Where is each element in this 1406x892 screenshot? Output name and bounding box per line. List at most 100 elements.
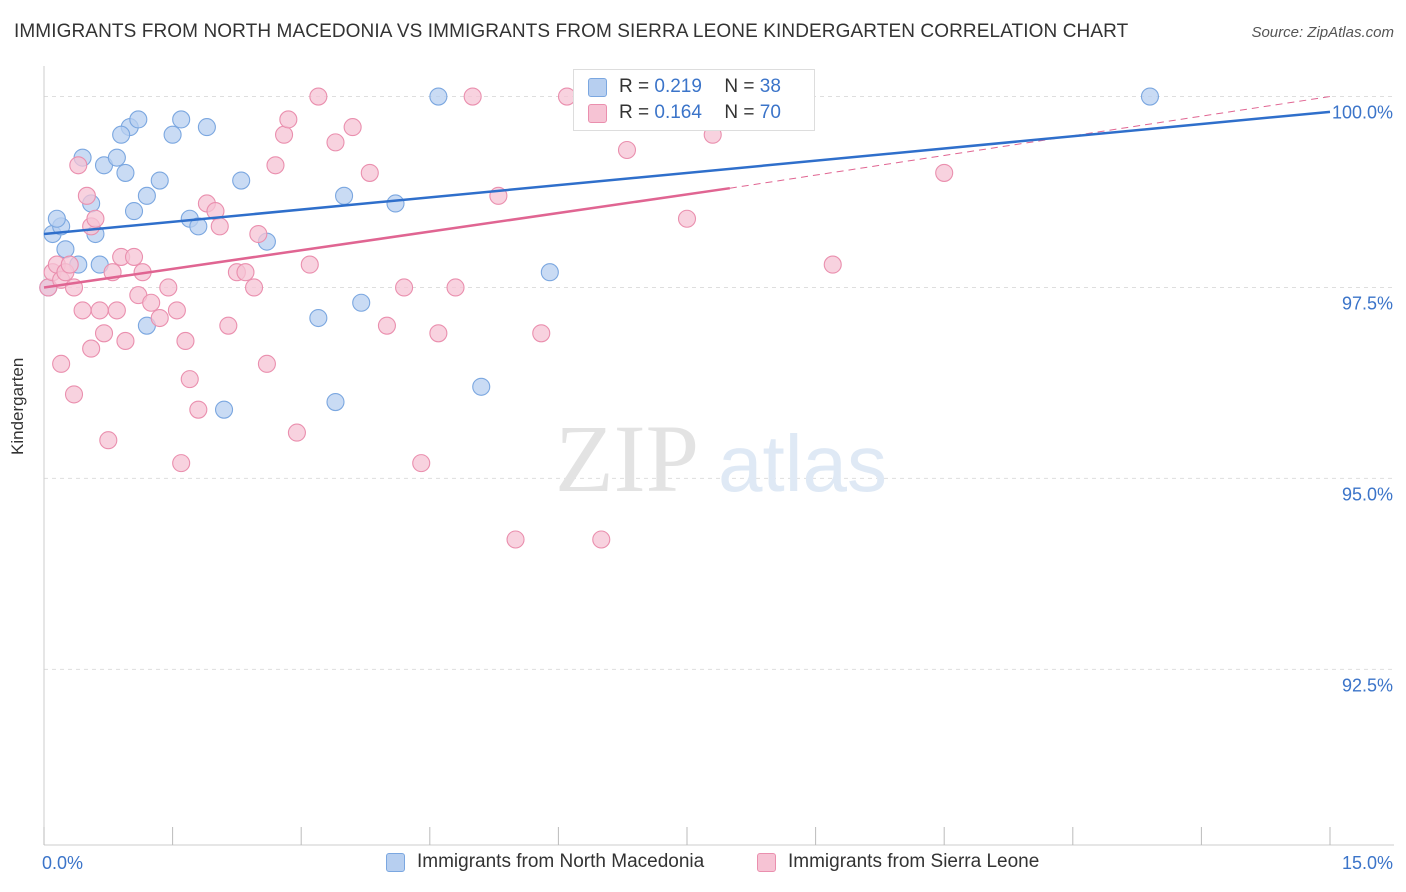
point-sierra-leone (176, 331, 195, 350)
point-sierra-leone (167, 301, 186, 320)
legend-label-north-macedonia: Immigrants from North Macedonia (417, 851, 705, 872)
point-sierra-leone (52, 354, 71, 373)
point-sierra-leone (360, 163, 379, 182)
point-sierra-leone (189, 400, 208, 419)
stats-row-north-macedonia: R = 0.219 N = 38 (588, 75, 781, 99)
series-legend: Immigrants from North Macedonia Immigran… (0, 851, 1406, 877)
point-north-macedonia (137, 186, 156, 205)
point-north-macedonia (163, 125, 182, 144)
point-north-macedonia (197, 118, 216, 137)
point-sierra-leone (86, 209, 105, 228)
point-sierra-leone (236, 263, 255, 282)
r-label: R = (619, 102, 650, 123)
point-sierra-leone (446, 278, 465, 297)
point-sierra-leone (99, 431, 118, 450)
point-north-macedonia (189, 217, 208, 236)
point-sierra-leone (395, 278, 414, 297)
y-tick-label: 100.0% (1332, 103, 1393, 123)
point-north-macedonia (429, 87, 448, 106)
point-sierra-leone (287, 423, 306, 442)
point-sierra-leone (60, 255, 79, 274)
stats-row-sierra-leone: R = 0.164 N = 70 (588, 101, 781, 125)
legend-swatch-pink (757, 852, 776, 872)
r-label: R = (619, 76, 650, 97)
x-tick-label-min: 0.0% (42, 853, 84, 873)
point-sierra-leone (124, 247, 144, 266)
point-sierra-leone (172, 454, 191, 473)
point-sierra-leone (257, 354, 276, 373)
point-sierra-leone (275, 125, 294, 144)
point-sierra-leone (506, 530, 525, 549)
point-north-macedonia (386, 194, 405, 213)
point-sierra-leone (180, 370, 199, 389)
point-sierra-leone (82, 339, 101, 358)
point-sierra-leone (116, 331, 135, 350)
legend-label-sierra-leone: Immigrants from Sierra Leone (788, 851, 1040, 872)
y-tick-label: 97.5% (1342, 293, 1393, 313)
point-sierra-leone (429, 324, 448, 343)
point-north-macedonia (112, 125, 131, 144)
point-sierra-leone (617, 140, 637, 160)
source-label: Source: ZipAtlas.com (1251, 24, 1394, 41)
point-north-macedonia (129, 110, 148, 129)
point-sierra-leone (90, 301, 109, 320)
n-value: 38 (759, 76, 781, 97)
point-sierra-leone (244, 278, 264, 297)
point-sierra-leone (823, 255, 842, 274)
point-north-macedonia (1140, 87, 1160, 106)
point-sierra-leone (412, 454, 431, 473)
n-value: 70 (759, 102, 781, 123)
point-north-macedonia (124, 202, 144, 221)
point-north-macedonia (326, 392, 345, 412)
point-north-macedonia (47, 209, 66, 228)
point-sierra-leone (300, 255, 319, 274)
watermark-atlas: atlas (718, 419, 887, 508)
point-sierra-leone (326, 133, 345, 152)
y-tick-labels: 100.0% 97.5% 95.0% 92.5% (1332, 103, 1393, 696)
point-north-macedonia (472, 377, 491, 396)
trend-lines (43, 96, 1331, 289)
trend-line-north-macedonia (43, 110, 1331, 236)
stats-legend: R = 0.219 N = 38 R = 0.164 N = 70 (573, 69, 815, 131)
trend-line-sierra-leone (43, 186, 731, 289)
point-sierra-leone (107, 301, 126, 320)
point-sierra-leone (210, 217, 229, 236)
point-sierra-leone (249, 224, 268, 244)
trend-line-sierra-leone-extension (729, 96, 1331, 189)
watermark-zip: ZIP (555, 405, 699, 512)
point-north-macedonia (214, 400, 234, 419)
point-north-macedonia (352, 293, 371, 312)
chart-title: IMMIGRANTS FROM NORTH MACEDONIA VS IMMIG… (14, 21, 1129, 42)
y-tick-label: 92.5% (1342, 675, 1393, 695)
legend-item-sierra-leone: Immigrants from Sierra Leone (757, 851, 1039, 873)
watermark: ZIP atlas (555, 405, 887, 512)
point-north-macedonia (232, 171, 251, 190)
point-north-macedonia (107, 148, 126, 167)
point-north-macedonia (172, 110, 191, 129)
point-sierra-leone (677, 209, 697, 228)
point-sierra-leone (377, 316, 396, 335)
series-north-macedonia-points (39, 87, 1160, 419)
point-sierra-leone (219, 316, 238, 335)
point-sierra-leone (532, 324, 551, 343)
point-north-macedonia (56, 240, 75, 259)
point-sierra-leone (592, 530, 611, 549)
point-sierra-leone (69, 156, 88, 175)
x-tick-label-max: 15.0% (1341, 853, 1393, 873)
n-label: N = (724, 102, 755, 123)
legend-swatch-blue (588, 77, 607, 97)
point-sierra-leone (266, 156, 285, 175)
point-sierra-leone (142, 293, 161, 312)
point-north-macedonia (150, 171, 169, 190)
y-tick-label: 95.0% (1342, 484, 1393, 504)
r-value: 0.219 (654, 76, 702, 97)
point-north-macedonia (540, 263, 559, 282)
point-sierra-leone (77, 186, 96, 205)
point-sierra-leone (309, 87, 328, 106)
point-sierra-leone (73, 301, 92, 320)
point-sierra-leone (150, 308, 169, 328)
n-label: N = (724, 76, 755, 97)
point-north-macedonia (116, 163, 135, 182)
legend-swatch-blue (386, 852, 405, 872)
